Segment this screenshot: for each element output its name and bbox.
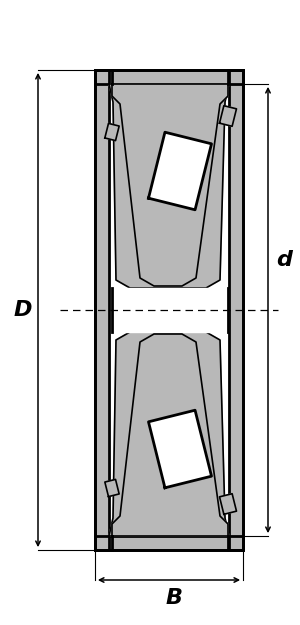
Polygon shape: [112, 84, 228, 286]
Polygon shape: [95, 70, 243, 84]
Polygon shape: [95, 536, 243, 550]
Polygon shape: [112, 334, 228, 536]
Polygon shape: [105, 123, 119, 141]
Polygon shape: [229, 70, 243, 550]
Polygon shape: [148, 410, 212, 488]
Polygon shape: [220, 494, 236, 514]
Text: B: B: [166, 588, 182, 608]
Text: d: d: [276, 250, 292, 270]
Polygon shape: [109, 84, 229, 288]
Polygon shape: [220, 106, 236, 126]
Text: D: D: [14, 300, 32, 320]
Polygon shape: [148, 132, 212, 210]
Polygon shape: [95, 70, 109, 550]
Polygon shape: [112, 288, 228, 332]
Polygon shape: [105, 479, 119, 497]
Polygon shape: [109, 332, 229, 536]
